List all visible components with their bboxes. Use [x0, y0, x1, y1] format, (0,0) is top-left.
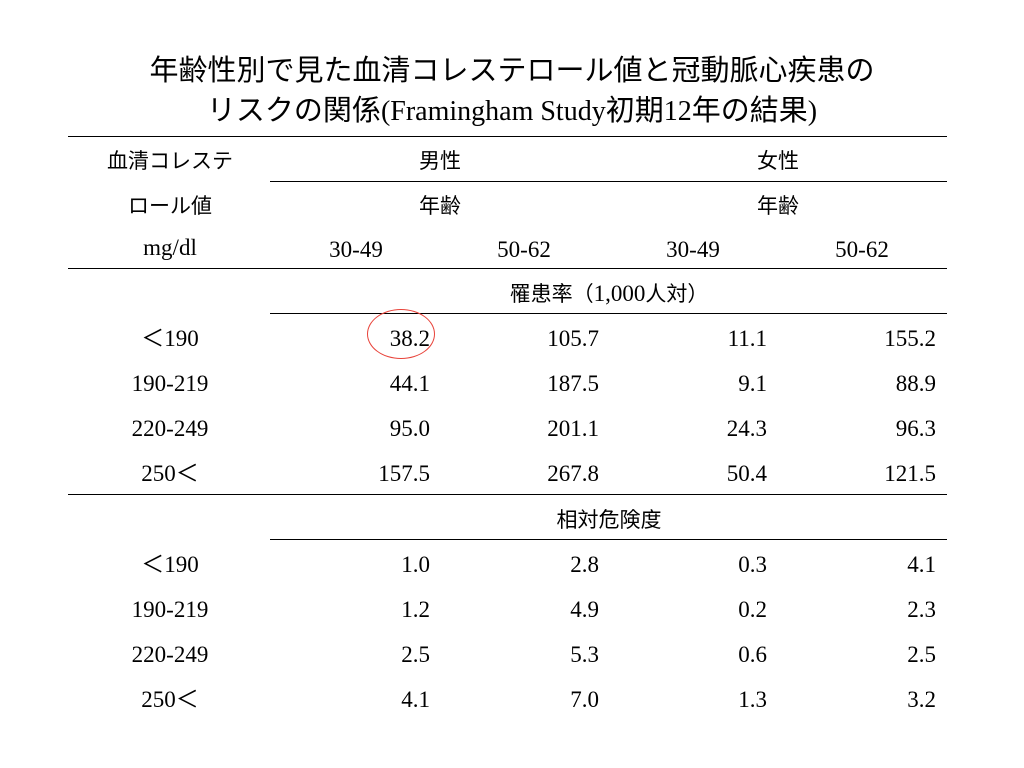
s1-row-3-val-2: 201.1: [547, 416, 599, 441]
title-line-1: 年齢性別で見た血清コレステロール値と冠動脈心疾患の: [149, 53, 875, 87]
title-line-2-jp3: 年の結果: [691, 93, 808, 127]
s2-row-3-val-3: 0.6: [738, 642, 767, 667]
section2-label-rule: [270, 539, 947, 540]
s1-row-1-chol: ＜190: [141, 326, 199, 351]
sex-header-rule: [270, 181, 947, 182]
age-group-female-1: 30-49: [666, 237, 720, 262]
page-title: 年齢性別で見た血清コレステロール値と冠動脈心疾患の リスクの関係(Framing…: [0, 50, 1024, 132]
age-group-male-2: 50-62: [497, 237, 551, 262]
s2-row-4-chol: 250＜: [141, 687, 199, 712]
row-header-line-2: ロール値: [128, 194, 212, 218]
title-line-2-close: ): [807, 96, 818, 127]
s2-row-3-chol: 220-249: [131, 642, 209, 667]
header-bottom-rule: [68, 268, 947, 269]
s2-row-1-chol: ＜190: [141, 552, 199, 577]
title-line-2-num: 12: [663, 96, 692, 127]
highlight-circle: [367, 309, 435, 359]
table-top-rule: [68, 136, 947, 137]
s1-row-1-val-2: 105.7: [547, 326, 599, 351]
s1-row-4-val-2: 267.8: [547, 461, 599, 486]
s2-row-2-val-2: 4.9: [570, 597, 599, 622]
age-group-male-1: 30-49: [329, 237, 383, 262]
s2-row-1-val-3: 0.3: [738, 552, 767, 577]
s1-row-1-val-3: 11.1: [727, 326, 767, 351]
s1-row-4-chol: 250＜: [141, 461, 199, 486]
s2-row-2-chol: 190-219: [131, 597, 209, 622]
s2-row-3-val-4: 2.5: [907, 642, 936, 667]
s2-row-2-val-4: 2.3: [907, 597, 936, 622]
title-line-2-jp: リスクの関係: [206, 93, 381, 127]
s2-row-1-val-4: 4.1: [907, 552, 936, 577]
age-header-female: 年齢: [757, 194, 799, 218]
s1-row-2-chol: 190-219: [131, 371, 209, 396]
s1-row-2-val-1: 44.1: [389, 371, 430, 396]
s2-row-3-val-2: 5.3: [570, 642, 599, 667]
s1-row-2-val-3: 9.1: [738, 371, 767, 396]
title-line-2-jp2: 初期: [605, 93, 664, 127]
row-header-line-1: 血清コレステ: [107, 149, 233, 173]
section-divider-rule: [68, 494, 947, 495]
section1-label: 罹患率（1,000人対）: [510, 280, 709, 309]
s2-row-2-val-3: 0.2: [738, 597, 767, 622]
s1-row-4-val-1: 157.5: [378, 461, 430, 486]
row-header-unit: mg/dl: [143, 235, 197, 260]
section1-label-jp2: 人対）: [645, 282, 709, 306]
s2-row-1-val-2: 2.8: [570, 552, 599, 577]
section1-label-num: 1,000: [593, 281, 646, 306]
s2-row-3-val-1: 2.5: [401, 642, 430, 667]
section1-label-rule: [270, 313, 947, 314]
section1-label-jp: 罹患率（: [509, 282, 594, 306]
s2-row-1-val-1: 1.0: [401, 552, 430, 577]
s2-row-4-val-3: 1.3: [738, 687, 767, 712]
title-line-2-latin: (Framingham Study: [380, 96, 606, 127]
s1-row-2-val-2: 187.5: [547, 371, 599, 396]
s1-row-2-val-4: 88.9: [895, 371, 936, 396]
s1-row-3-val-4: 96.3: [895, 416, 936, 441]
title-line-2: リスクの関係(Framingham Study初期12年の結果): [0, 90, 1024, 132]
s1-row-4-val-4: 121.5: [884, 461, 936, 486]
s1-row-3-val-3: 24.3: [726, 416, 767, 441]
age-header-male: 年齢: [419, 194, 461, 218]
s2-row-4-val-4: 3.2: [907, 687, 936, 712]
s2-row-2-val-1: 1.2: [401, 597, 430, 622]
s1-row-1-val-4: 155.2: [884, 326, 936, 351]
s2-row-4-val-1: 4.1: [401, 687, 430, 712]
s2-row-4-val-2: 7.0: [570, 687, 599, 712]
section2-label: 相対危険度: [556, 508, 662, 532]
s1-row-3-val-1: 95.0: [389, 416, 430, 441]
s1-row-4-val-3: 50.4: [726, 461, 767, 486]
female-header: 女性: [757, 149, 799, 173]
age-group-female-2: 50-62: [835, 237, 889, 262]
s1-row-3-chol: 220-249: [131, 416, 209, 441]
male-header: 男性: [419, 149, 461, 173]
